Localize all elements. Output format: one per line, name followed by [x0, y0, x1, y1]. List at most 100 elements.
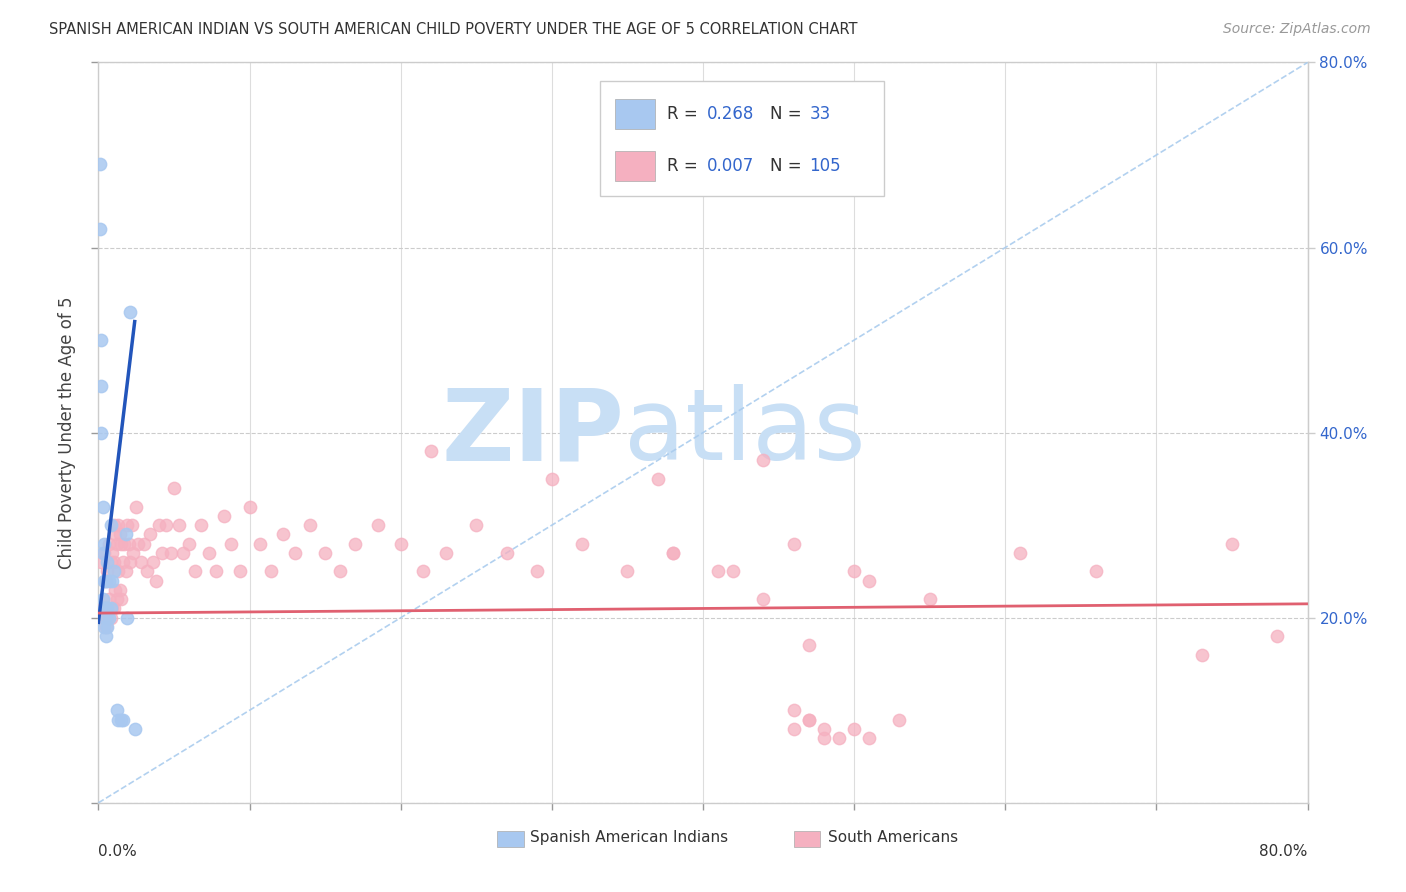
Point: [367, 518, 389, 533]
Point: [115, 518, 138, 533]
Point: [93, 574, 115, 588]
Point: [167, 518, 190, 533]
Point: [465, 518, 488, 533]
Point: [707, 565, 730, 579]
Point: [94, 574, 117, 588]
Text: South Americans: South Americans: [828, 830, 957, 845]
Text: 0.007: 0.007: [707, 157, 754, 175]
Point: [148, 518, 170, 533]
Point: [1191, 648, 1213, 662]
Bar: [498, 831, 524, 847]
Point: [108, 527, 131, 541]
Point: [96, 610, 118, 624]
Point: [205, 565, 228, 579]
Point: [145, 574, 167, 588]
Point: [135, 565, 157, 579]
Point: [1010, 546, 1032, 560]
Point: [110, 713, 132, 727]
Point: [179, 536, 201, 550]
Point: [616, 565, 638, 579]
Text: Source: ZipAtlas.com: Source: ZipAtlas.com: [1223, 22, 1371, 37]
Point: [752, 453, 775, 467]
Point: [100, 555, 122, 569]
Point: [94, 629, 117, 643]
Point: [90, 379, 112, 393]
Point: [107, 565, 129, 579]
Point: [89, 157, 111, 171]
Point: [160, 546, 183, 560]
Point: [661, 546, 683, 560]
Text: Spanish American Indians: Spanish American Indians: [530, 830, 728, 845]
Point: [103, 518, 125, 533]
Point: [105, 536, 128, 550]
Point: [111, 555, 134, 569]
Point: [271, 527, 294, 541]
Point: [115, 610, 138, 624]
FancyBboxPatch shape: [600, 81, 884, 195]
Point: [110, 592, 132, 607]
Point: [389, 536, 412, 550]
Bar: [614, 99, 655, 129]
Point: [101, 574, 124, 588]
Point: [107, 713, 129, 727]
Point: [723, 565, 745, 579]
Point: [94, 574, 117, 588]
Point: [1220, 536, 1243, 550]
Point: [121, 518, 143, 533]
Point: [96, 565, 118, 579]
Point: [661, 546, 683, 560]
Point: [103, 565, 125, 579]
Point: [844, 722, 866, 736]
Point: [495, 546, 517, 560]
Point: [172, 546, 194, 560]
Point: [108, 582, 131, 597]
Point: [284, 546, 307, 560]
Point: [797, 639, 820, 653]
Point: [828, 731, 851, 745]
Point: [797, 713, 820, 727]
Point: [420, 444, 443, 458]
Point: [844, 565, 866, 579]
Point: [329, 565, 352, 579]
Point: [100, 518, 122, 533]
Point: [114, 527, 136, 541]
Point: [127, 536, 149, 550]
Text: R =: R =: [666, 105, 703, 123]
Text: 0.268: 0.268: [707, 105, 754, 123]
Point: [571, 536, 593, 550]
Point: [752, 592, 775, 607]
Point: [93, 536, 115, 550]
Point: [813, 731, 835, 745]
Point: [98, 536, 121, 550]
Point: [94, 601, 117, 615]
Point: [93, 601, 115, 615]
Point: [105, 703, 128, 717]
Point: [155, 518, 177, 533]
Point: [103, 555, 125, 569]
Point: [412, 565, 434, 579]
Point: [101, 546, 124, 560]
Point: [260, 565, 283, 579]
Point: [91, 601, 114, 615]
Point: [94, 610, 117, 624]
Point: [783, 703, 806, 717]
Point: [114, 565, 136, 579]
Point: [124, 722, 146, 736]
Point: [120, 555, 142, 569]
Text: 0.0%: 0.0%: [98, 844, 138, 858]
Point: [239, 500, 262, 514]
Point: [105, 592, 128, 607]
Text: N =: N =: [769, 157, 807, 175]
Point: [249, 536, 271, 550]
Y-axis label: Child Poverty Under the Age of 5: Child Poverty Under the Age of 5: [58, 296, 76, 569]
Point: [221, 536, 243, 550]
Point: [90, 555, 112, 569]
Point: [783, 722, 806, 736]
Point: [858, 574, 880, 588]
Point: [918, 592, 941, 607]
Point: [103, 601, 125, 615]
Point: [107, 518, 129, 533]
Point: [858, 731, 880, 745]
Point: [104, 527, 127, 541]
Point: [647, 472, 669, 486]
